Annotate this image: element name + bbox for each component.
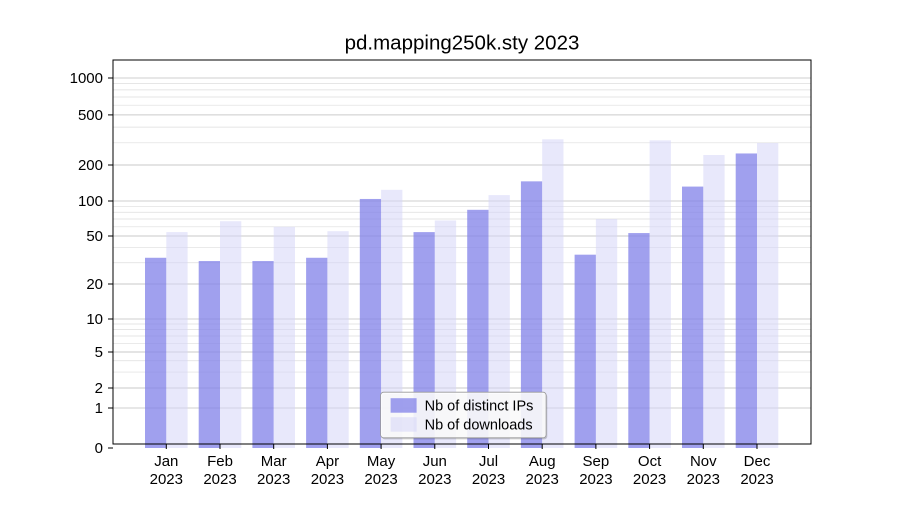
svg-text:Dec: Dec (744, 453, 771, 470)
svg-text:1: 1 (95, 400, 103, 417)
svg-text:2023: 2023 (633, 471, 666, 488)
svg-text:100: 100 (78, 193, 103, 210)
svg-text:5: 5 (95, 344, 103, 361)
svg-text:2023: 2023 (740, 471, 773, 488)
svg-text:Apr: Apr (316, 453, 339, 470)
svg-text:2023: 2023 (364, 471, 397, 488)
svg-text:May: May (367, 453, 396, 470)
svg-text:Jun: Jun (423, 453, 447, 470)
svg-text:Oct: Oct (638, 453, 662, 470)
svg-text:2023: 2023 (257, 471, 290, 488)
svg-text:2023: 2023 (150, 471, 183, 488)
svg-text:2023: 2023 (579, 471, 612, 488)
svg-text:0: 0 (95, 440, 103, 457)
svg-text:50: 50 (86, 228, 103, 245)
svg-text:2: 2 (95, 380, 103, 397)
svg-text:Feb: Feb (207, 453, 233, 470)
svg-text:Nov: Nov (690, 453, 717, 470)
svg-text:200: 200 (78, 157, 103, 174)
svg-text:2023: 2023 (687, 471, 720, 488)
svg-text:2023: 2023 (311, 471, 344, 488)
svg-text:Nb of distinct IPs: Nb of distinct IPs (425, 399, 534, 415)
svg-text:10: 10 (86, 311, 103, 328)
svg-text:Mar: Mar (261, 453, 287, 470)
svg-text:2023: 2023 (526, 471, 559, 488)
svg-text:Nb of downloads: Nb of downloads (425, 418, 533, 434)
svg-text:2023: 2023 (472, 471, 505, 488)
svg-text:Jan: Jan (154, 453, 178, 470)
svg-text:Jul: Jul (479, 453, 498, 470)
svg-text:2023: 2023 (418, 471, 451, 488)
svg-text:20: 20 (86, 276, 103, 293)
svg-text:1000: 1000 (70, 70, 103, 87)
svg-text:Aug: Aug (529, 453, 556, 470)
svg-text:500: 500 (78, 107, 103, 124)
svg-text:Sep: Sep (583, 453, 610, 470)
svg-text:pd.mapping250k.sty 2023: pd.mapping250k.sty 2023 (345, 32, 580, 55)
svg-text:2023: 2023 (203, 471, 236, 488)
